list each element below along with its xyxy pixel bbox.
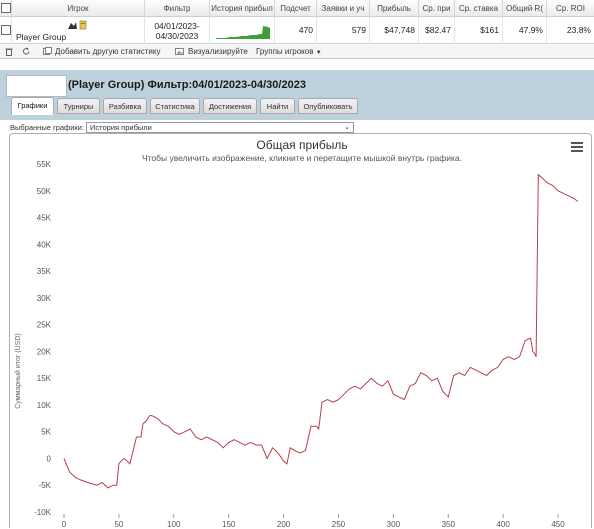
player-groups-label: Группы игроков bbox=[256, 47, 314, 56]
player-cell: Player Group bbox=[12, 17, 145, 44]
image-icon[interactable] bbox=[175, 47, 184, 62]
player-name[interactable]: Player Group bbox=[16, 32, 67, 42]
profit-value: $47,748 bbox=[370, 17, 419, 44]
y-tick-label: 25K bbox=[37, 321, 52, 330]
x-tick-label: 250 bbox=[332, 520, 346, 529]
col-header-profit[interactable]: Прибыль bbox=[370, 0, 419, 17]
tab-graphs[interactable]: Графики bbox=[11, 97, 54, 115]
chart-subtitle: Чтобы увеличить изображение, кликните и … bbox=[142, 153, 462, 163]
col-header-profit-history[interactable]: История прибыл bbox=[210, 0, 275, 17]
stats-table: Игрок Фильтр История прибыл Подсчет Заяв… bbox=[0, 0, 594, 44]
report-header: (Player Group) Фильтр:04/01/2023-04/30/2… bbox=[0, 70, 594, 120]
x-tick-label: 0 bbox=[62, 520, 67, 529]
tab-tournaments[interactable]: Турниры bbox=[57, 98, 100, 114]
x-tick-label: 450 bbox=[551, 520, 565, 529]
y-tick-label: 15K bbox=[37, 374, 52, 383]
y-tick-label: 40K bbox=[37, 240, 52, 249]
report-logo bbox=[6, 75, 67, 97]
y-tick-label: 30K bbox=[37, 294, 52, 303]
chart-menu-icon[interactable] bbox=[571, 142, 583, 152]
entries-value: 579 bbox=[317, 17, 370, 44]
col-header-entries[interactable]: Заявки и уч bbox=[317, 0, 370, 17]
total-roi-value: 47.9% bbox=[503, 17, 547, 44]
tab-statistics[interactable]: Статистика bbox=[150, 98, 200, 114]
refresh-icon[interactable] bbox=[22, 47, 31, 62]
y-tick-label: 10K bbox=[37, 401, 52, 410]
col-header-filter[interactable]: Фильтр bbox=[145, 0, 210, 17]
count-value: 470 bbox=[275, 17, 317, 44]
row-checkbox[interactable] bbox=[1, 25, 11, 35]
filter-date-start: 04/01/2023- bbox=[154, 21, 200, 31]
y-tick-label: 35K bbox=[37, 267, 52, 276]
x-tick-label: 200 bbox=[277, 520, 291, 529]
chevron-down-icon: ▼ bbox=[315, 50, 322, 56]
profit-chart[interactable]: Общая прибыль Чтобы увеличить изображени… bbox=[10, 134, 593, 529]
col-header-player[interactable]: Игрок bbox=[12, 0, 145, 17]
y-axis-label: Суммарный итог (USD) bbox=[14, 333, 22, 409]
y-tick-label: 5K bbox=[41, 428, 51, 437]
tab-publish[interactable]: Опубликовать bbox=[298, 98, 358, 114]
y-tick-label: -5K bbox=[39, 481, 52, 490]
chart-panel: Общая прибыль Чтобы увеличить изображени… bbox=[9, 133, 593, 529]
visualize-button[interactable]: Визуализируйте bbox=[188, 47, 248, 56]
row-select-cell[interactable] bbox=[0, 17, 12, 44]
add-stats-icon[interactable] bbox=[43, 47, 52, 62]
x-axis-ticks: 0 50 100 150 200 250 300 350 400 450 bbox=[62, 514, 565, 529]
avg-roi-value: 23.8% bbox=[566, 25, 591, 35]
y-tick-label: 50K bbox=[37, 187, 52, 196]
select-all-cell[interactable] bbox=[0, 0, 12, 17]
x-tick-label: 300 bbox=[387, 520, 401, 529]
select-all-checkbox[interactable] bbox=[1, 3, 11, 13]
chart-select[interactable]: История прибыли ⌄ bbox=[86, 122, 354, 133]
x-tick-label: 100 bbox=[167, 520, 181, 529]
tab-breakdown[interactable]: Разбивка bbox=[103, 98, 147, 114]
x-tick-label: 150 bbox=[222, 520, 236, 529]
trash-icon[interactable] bbox=[5, 47, 13, 62]
add-stats-button[interactable]: Добавить другую статистику bbox=[55, 47, 161, 56]
profit-history-cell[interactable] bbox=[210, 17, 275, 44]
col-header-avg-profit[interactable]: Ср. при bbox=[419, 0, 455, 17]
y-tick-label: 55K bbox=[37, 160, 52, 169]
chevron-down-icon: ⌄ bbox=[344, 124, 350, 131]
y-tick-label: -10K bbox=[34, 508, 52, 517]
avg-profit-value: $82.47 bbox=[419, 17, 455, 44]
stats-toolbar: Добавить другую статистику Визуализируйт… bbox=[0, 44, 594, 59]
chart-title: Общая прибыль bbox=[256, 138, 347, 152]
tab-find[interactable]: Найти bbox=[260, 98, 295, 114]
series-line bbox=[63, 173, 579, 489]
chart-select-value: История прибыли bbox=[90, 123, 152, 132]
y-axis-ticks: -10K -5K 0 5K 10K 15K 20K 25K 30K 35K 40K 45K 50K 55K bbox=[34, 160, 52, 517]
filter-cell: 04/01/2023- 04/30/2023 bbox=[145, 17, 210, 44]
col-header-total-roi[interactable]: Общий R( bbox=[503, 0, 547, 17]
col-header-avg-stake[interactable]: Ср. ставка bbox=[455, 0, 503, 17]
x-tick-label: 400 bbox=[496, 520, 510, 529]
y-tick-label: 0 bbox=[47, 454, 52, 463]
profit-sparkline[interactable] bbox=[216, 23, 270, 39]
filter-date-end: 04/30/2023 bbox=[155, 31, 199, 41]
table-header-row: Игрок Фильтр История прибыл Подсчет Заяв… bbox=[0, 0, 594, 17]
col-header-count[interactable]: Подсчет bbox=[275, 0, 317, 17]
y-tick-label: 20K bbox=[37, 347, 52, 356]
table-row[interactable]: Player Group 04/01/2023- 04/30/2023 470 … bbox=[0, 17, 594, 44]
player-groups-dropdown[interactable]: Группы игроков ▼ bbox=[256, 44, 322, 59]
chart-select-label: Выбранные графики: bbox=[10, 123, 84, 132]
col-header-avg-roi[interactable]: Ср. ROI bbox=[556, 4, 585, 13]
player-group-icon bbox=[68, 20, 87, 30]
report-title: (Player Group) Фильтр:04/01/2023-04/30/2… bbox=[68, 79, 306, 91]
x-tick-label: 350 bbox=[442, 520, 456, 529]
avg-stake-value: $161 bbox=[455, 17, 503, 44]
x-tick-label: 50 bbox=[114, 520, 123, 529]
tab-achievements[interactable]: Достижения bbox=[203, 98, 257, 114]
y-tick-label: 45K bbox=[37, 214, 52, 223]
